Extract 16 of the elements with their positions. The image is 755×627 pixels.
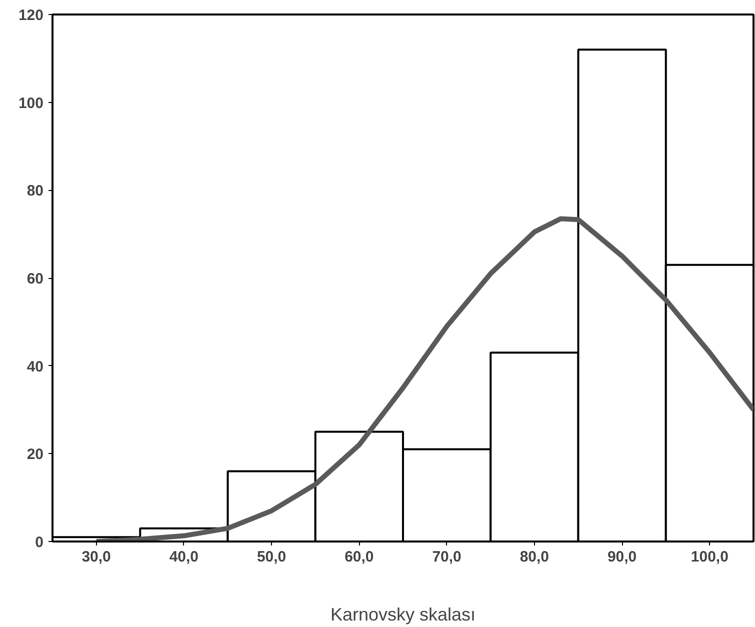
x-tick-label: 40,0: [169, 548, 199, 566]
y-tick-label: 120: [18, 7, 44, 24]
y-tick-label: 40: [26, 358, 44, 376]
y-tick-label: 80: [26, 182, 44, 200]
x-axis-title: Karnovsky skalası: [330, 604, 476, 624]
y-tick-label: 100: [18, 94, 44, 112]
y-tick-label: 0: [35, 534, 44, 551]
x-tick-label: 60,0: [344, 548, 374, 566]
x-tick-label: 100,0: [690, 548, 728, 566]
x-tick-label: 70,0: [432, 548, 462, 566]
y-tick-label: 20: [26, 446, 44, 464]
x-tick-label: 80,0: [520, 548, 550, 566]
x-tick-label: 90,0: [607, 548, 637, 566]
y-tick-label: 60: [26, 270, 44, 288]
x-tick-label: 50,0: [256, 548, 286, 566]
x-tick-label: 30,0: [82, 548, 111, 566]
